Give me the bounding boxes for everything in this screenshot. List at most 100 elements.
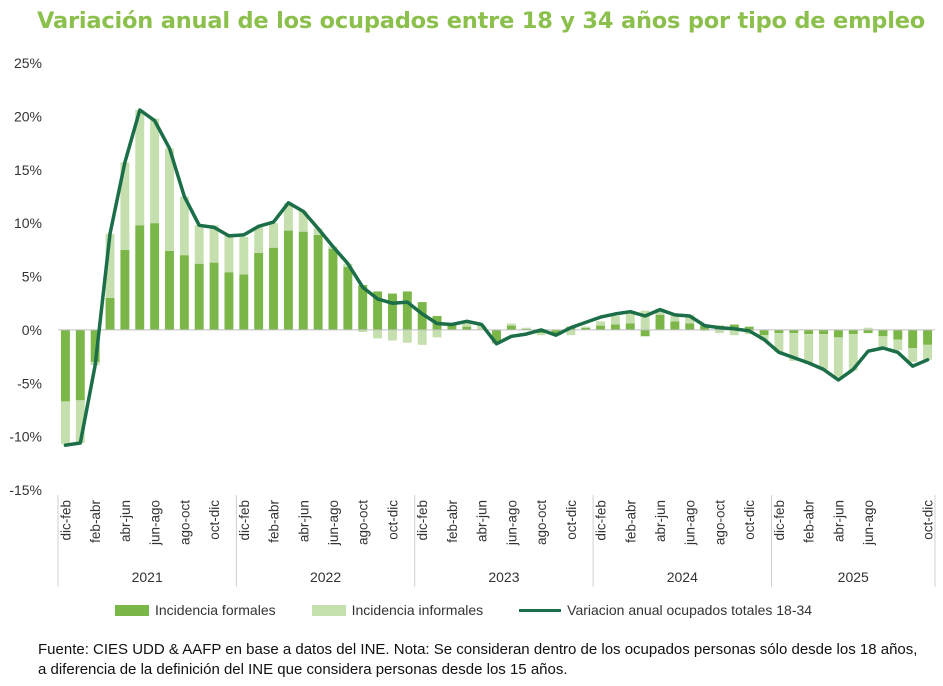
bar-informales — [135, 109, 145, 226]
bar-informales — [417, 329, 427, 345]
bar-formales — [506, 325, 516, 330]
bar-formales — [283, 230, 293, 330]
x-tick-label: feb-abr — [802, 500, 817, 543]
x-tick-label: feb-abr — [623, 500, 638, 543]
x-tick-label: oct-dic — [742, 500, 757, 540]
bar-informales — [60, 401, 70, 445]
x-tick-label: abr-jun — [653, 500, 668, 542]
x-tick-label: abr-jun — [118, 500, 133, 542]
bar-informales — [150, 118, 160, 224]
bar-informales — [610, 315, 620, 325]
y-tick-label: 25% — [14, 55, 42, 71]
bar-formales — [744, 326, 754, 330]
legend-label-informales: Incidencia informales — [351, 602, 484, 618]
bar-informales — [833, 337, 843, 377]
y-tick-label: 15% — [14, 162, 42, 178]
x-tick-label: ago-oct — [356, 500, 371, 545]
bar-informales — [402, 329, 412, 343]
bar-formales — [700, 325, 710, 330]
bar-informales — [105, 233, 115, 298]
x-tick-label: dic-feb — [415, 500, 430, 541]
x-tick-label: feb-abr — [445, 499, 460, 542]
bar-formales — [908, 329, 918, 349]
chart-title: Variación anual de los ocupados entre 18… — [37, 8, 926, 34]
bar-formales — [655, 314, 665, 330]
bar-informales — [239, 237, 249, 275]
bar-formales — [492, 329, 501, 343]
y-tick-label: -5% — [17, 375, 42, 391]
bar-informales — [655, 308, 665, 315]
legend-item-formales: Incidencia formales — [115, 602, 276, 618]
bar-formales — [521, 328, 531, 330]
bar-informales — [521, 327, 531, 329]
y-tick-label: -10% — [9, 429, 42, 445]
bar-informales — [878, 336, 888, 349]
bar-formales — [610, 324, 620, 330]
x-tick-label: feb-abr — [267, 499, 282, 542]
y-tick-label: 20% — [14, 108, 42, 124]
legend-label-formales: Incidencia formales — [155, 602, 276, 618]
bar-informales — [700, 329, 710, 331]
bar-formales — [893, 329, 903, 340]
bar-informales — [269, 223, 278, 248]
bar-informales — [477, 325, 487, 330]
x-tick-label: jun-ago — [148, 500, 163, 546]
bar-informales — [432, 329, 442, 338]
bar-informales — [254, 227, 264, 254]
bar-informales — [893, 339, 903, 351]
bar-formales — [878, 329, 888, 337]
x-tick-label: jun-ago — [326, 500, 341, 546]
x-tick-label: ago-oct — [177, 500, 192, 545]
bar-informales — [670, 314, 680, 322]
year-label: 2022 — [310, 569, 341, 585]
bar-informales — [848, 334, 858, 371]
bar-informales — [283, 202, 293, 231]
bar-informales — [923, 344, 933, 360]
legend-swatch-total — [519, 608, 562, 612]
bar-informales — [729, 329, 739, 336]
bar-informales — [224, 235, 234, 273]
bar-informales — [358, 329, 368, 333]
bar-formales — [402, 291, 412, 330]
bar-formales — [789, 329, 799, 334]
bar-formales — [819, 329, 828, 335]
bar-formales — [135, 225, 145, 330]
bar-informales — [789, 333, 799, 361]
bar-informales — [715, 329, 724, 334]
year-label: 2021 — [132, 569, 163, 585]
bar-formales — [551, 329, 561, 335]
bar-informales — [120, 162, 130, 250]
bar-informales — [165, 148, 174, 251]
chart-canvas: -15% -10% -5% 0% 5% 10% 15% 20% 25% dic-feb feb-a… — [9, 55, 936, 587]
bar-informales — [908, 348, 918, 362]
x-tick-label: dic-feb — [58, 500, 73, 541]
bar-informales — [685, 314, 695, 324]
bar-formales — [209, 262, 219, 330]
bar-formales — [313, 234, 323, 330]
bar-informales — [313, 228, 323, 235]
bar-informales — [566, 329, 576, 336]
bar-formales — [640, 329, 650, 337]
bar-formales — [239, 274, 249, 330]
x-tick-label: ago-oct — [534, 500, 549, 545]
bar-formales — [105, 297, 115, 330]
bar-informales — [536, 333, 546, 336]
legend-swatch-formales — [115, 604, 149, 616]
bar-informales — [581, 326, 591, 328]
bar-informales — [209, 225, 219, 263]
x-tick-label: feb-abr — [88, 500, 103, 543]
bar-informales — [640, 310, 650, 330]
bar-formales — [670, 321, 680, 330]
bar-informales — [75, 400, 85, 444]
x-tick-label: jun-ago — [861, 500, 876, 546]
bar-formales — [596, 325, 606, 330]
bar-formales — [224, 272, 234, 330]
bar-formales — [254, 253, 264, 330]
bar-formales — [447, 325, 457, 330]
bar-formales — [774, 329, 784, 334]
footnote: Fuente: CIES UDD & AAFP en base a datos … — [38, 641, 918, 678]
x-tick-label: oct-dic — [385, 500, 400, 540]
bar-formales — [298, 231, 308, 330]
legend: Incidencia formales Incidencia informale… — [115, 600, 848, 620]
x-axis-labels: dic-feb feb-abr abr-jun jun-ago ago-oct oct-d… — [57, 495, 936, 587]
